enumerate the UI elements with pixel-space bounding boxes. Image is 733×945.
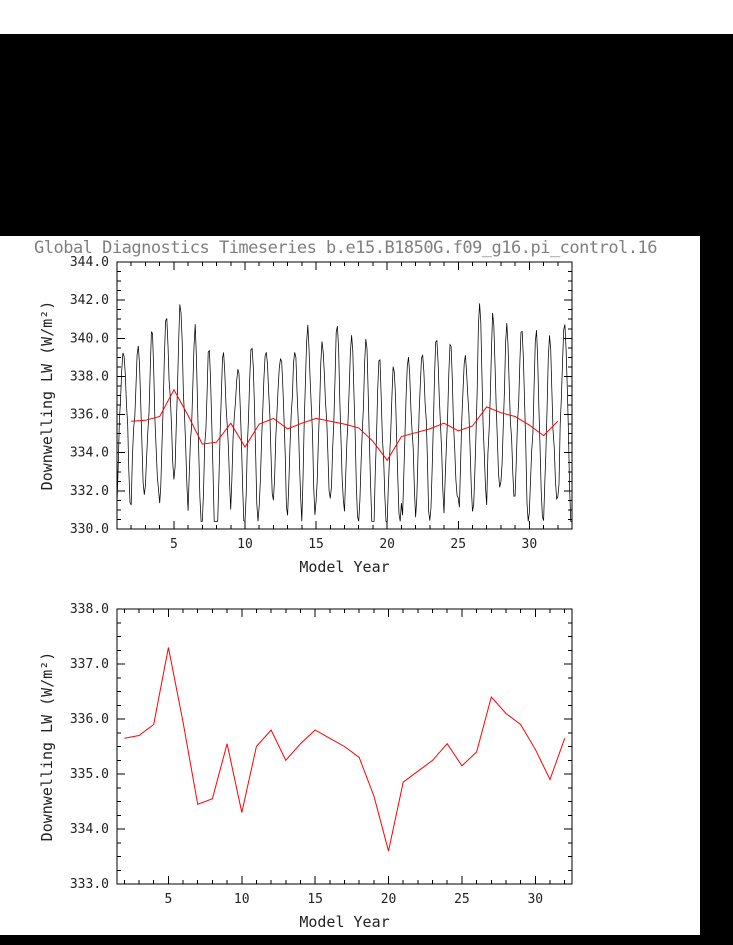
x-tick-label: 20 [379, 537, 395, 552]
y-tick-label: 332.0 [70, 484, 109, 499]
x-tick-label: 25 [454, 892, 470, 907]
x-tick-label: 10 [234, 892, 250, 907]
y-tick-label: 336.0 [70, 712, 109, 727]
y-tick-label: 344.0 [70, 255, 109, 270]
y-tick-label: 342.0 [70, 293, 109, 308]
y-axis-title: Downwelling LW (W/m²) [38, 652, 56, 842]
y-axis-title: Downwelling LW (W/m²) [38, 301, 56, 491]
y-tick-label: 335.0 [70, 767, 109, 782]
plot-frame [116, 261, 573, 530]
y-tick-label: 336.0 [70, 408, 109, 423]
x-tick-label: 30 [527, 892, 543, 907]
plot-title: Global Diagnostics Timeseries b.e15.B185… [34, 238, 658, 258]
y-tick-label: 338.0 [70, 602, 109, 617]
x-tick-label: 10 [237, 537, 253, 552]
x-axis-title: Model Year [299, 558, 389, 576]
plot-frame [116, 608, 573, 885]
x-tick-label: 5 [170, 537, 178, 552]
letterbox-black-band [0, 34, 733, 236]
diagnostics-plot-image: Global Diagnostics Timeseries b.e15.B185… [0, 236, 700, 935]
y-tick-label: 334.0 [70, 446, 109, 461]
x-tick-label: 15 [308, 537, 324, 552]
y-tick-label: 330.0 [70, 522, 109, 537]
annual-mean-line [131, 388, 559, 462]
annual-mean-line [124, 647, 566, 852]
y-tick-label: 334.0 [70, 822, 109, 837]
x-tick-label: 20 [381, 892, 397, 907]
x-tick-label: 5 [164, 892, 172, 907]
y-tick-label: 333.0 [70, 877, 109, 892]
y-tick-label: 337.0 [70, 657, 109, 672]
x-axis-title: Model Year [299, 913, 389, 931]
x-tick-label: 30 [522, 537, 538, 552]
x-tick-label: 15 [307, 892, 323, 907]
y-tick-label: 340.0 [70, 331, 109, 346]
top-chart-canvas: 5 10 15 20 25 30 330.0 332.0 334.0 336.0 338.0 340.… [38, 255, 573, 576]
bottom-chart-canvas: 5 10 15 20 25 30 333.0 334.0 335.0 336.0 337.0 338.… [38, 602, 573, 931]
x-tick-label: 25 [450, 537, 466, 552]
monthly-mean-line [116, 303, 572, 523]
top-white-strip [0, 0, 733, 34]
y-tick-label: 338.0 [70, 369, 109, 384]
